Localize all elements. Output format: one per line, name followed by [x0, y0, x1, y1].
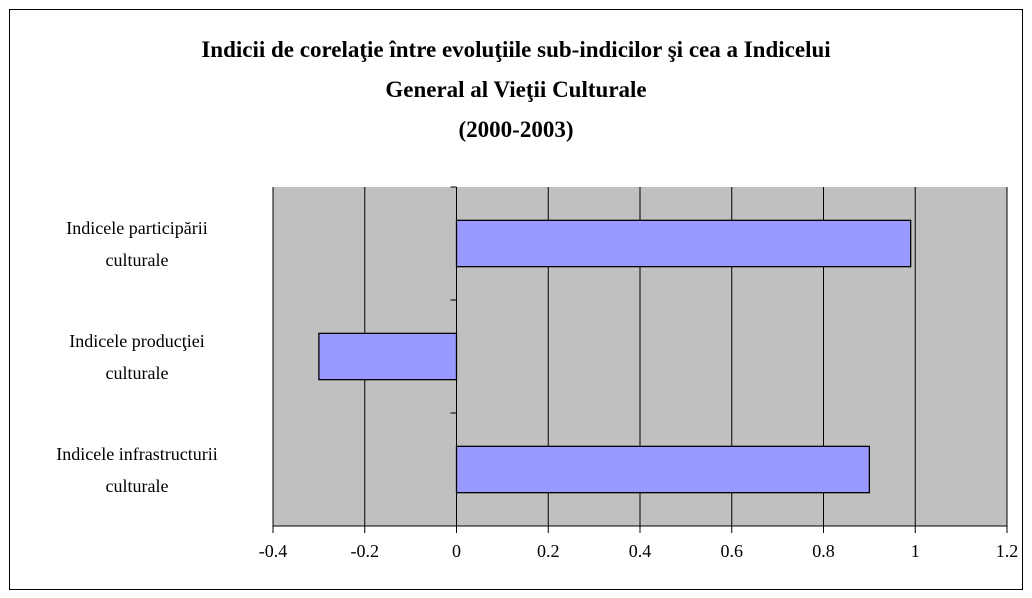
x-tick-label: 0 — [452, 541, 461, 561]
x-tick-label: 0.4 — [629, 541, 652, 561]
y-tick-label: Indicele infrastructurii culturale — [56, 443, 218, 496]
chart-title: Indicii de corelaţie între evoluţiile su… — [201, 37, 831, 142]
x-tick-label: 0.8 — [812, 541, 835, 561]
x-tick-label: 1 — [911, 541, 920, 561]
y-tick-label: Indicele producţiei culturale — [69, 330, 205, 383]
y-tick-label: Indicele participării culturale — [66, 217, 208, 270]
bar — [455, 445, 871, 494]
bar — [455, 219, 912, 268]
bar — [318, 332, 458, 381]
x-tick-label: -0.4 — [259, 541, 288, 561]
x-tick-label: 0.2 — [537, 541, 560, 561]
x-tick-label: 0.6 — [721, 541, 744, 561]
x-tick-label: -0.2 — [351, 541, 380, 561]
x-tick-label: 1.2 — [996, 541, 1019, 561]
